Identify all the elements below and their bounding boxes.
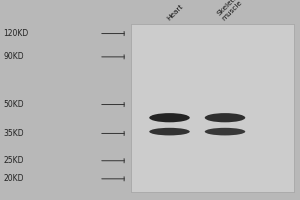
Ellipse shape <box>205 113 245 122</box>
Text: 20KD: 20KD <box>3 174 23 183</box>
Ellipse shape <box>149 128 190 135</box>
Text: 120KD: 120KD <box>3 29 28 38</box>
Text: 35KD: 35KD <box>3 129 24 138</box>
Bar <box>130 24 294 192</box>
Text: 50KD: 50KD <box>3 100 24 109</box>
Ellipse shape <box>149 113 190 122</box>
Text: Skeletal
muscle: Skeletal muscle <box>216 0 245 22</box>
Text: Heart: Heart <box>165 3 184 22</box>
Text: 25KD: 25KD <box>3 156 23 165</box>
Text: 90KD: 90KD <box>3 52 24 61</box>
Ellipse shape <box>205 128 245 135</box>
